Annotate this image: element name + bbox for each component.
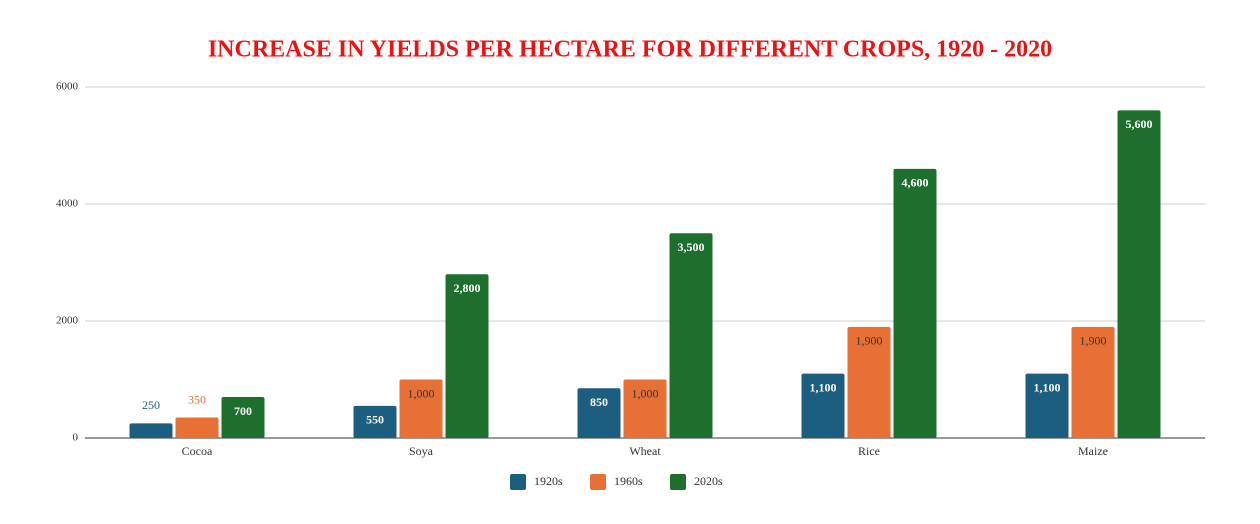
x-tick-label: Maize <box>1078 444 1108 458</box>
bar <box>577 388 621 438</box>
y-tick-label: 2000 <box>56 315 79 327</box>
y-tick-label: 0 <box>73 432 79 444</box>
bar <box>129 423 173 438</box>
x-tick-label: Soya <box>409 444 434 458</box>
data-label: 1,900 <box>1080 334 1107 348</box>
y-tick-label: 4000 <box>56 198 79 210</box>
data-label: 2,800 <box>454 281 481 295</box>
bar <box>399 379 443 438</box>
legend-label: 2020s <box>694 474 723 488</box>
bar <box>1025 373 1069 438</box>
bar <box>623 379 667 438</box>
data-label: 5,600 <box>1126 117 1153 131</box>
data-label: 1,900 <box>856 334 883 348</box>
data-label: 1,000 <box>408 386 435 400</box>
legend-label: 1960s <box>614 474 643 488</box>
x-tick-label: Rice <box>858 444 880 458</box>
legend-label: 1920s <box>534 474 563 488</box>
data-label: 700 <box>234 404 252 418</box>
x-tick-label: Wheat <box>629 444 661 458</box>
data-label: 3,500 <box>678 240 705 254</box>
bar <box>801 373 845 438</box>
data-label: 1,000 <box>632 386 659 400</box>
bar <box>669 233 713 438</box>
data-label: 350 <box>188 392 206 406</box>
data-label: 550 <box>366 413 384 427</box>
x-tick-label: Cocoa <box>182 444 213 458</box>
legend-swatch <box>590 474 606 490</box>
bar <box>175 417 219 438</box>
data-label: 850 <box>590 395 608 409</box>
data-label: 250 <box>142 398 160 412</box>
y-tick-label: 6000 <box>56 81 79 93</box>
data-label: 1,100 <box>810 380 837 394</box>
bar <box>445 274 489 438</box>
legend-swatch <box>510 474 526 490</box>
bar <box>1071 326 1115 438</box>
data-label: 4,600 <box>902 176 929 190</box>
bar <box>221 397 265 438</box>
bar <box>1117 110 1161 439</box>
bar <box>353 405 397 438</box>
bar <box>847 326 891 438</box>
data-label: 1,100 <box>1034 380 1061 394</box>
chart-title: INCREASE IN YIELDS PER HECTARE FOR DIFFE… <box>208 37 1052 63</box>
legend-swatch <box>670 474 686 490</box>
bar <box>893 168 937 438</box>
